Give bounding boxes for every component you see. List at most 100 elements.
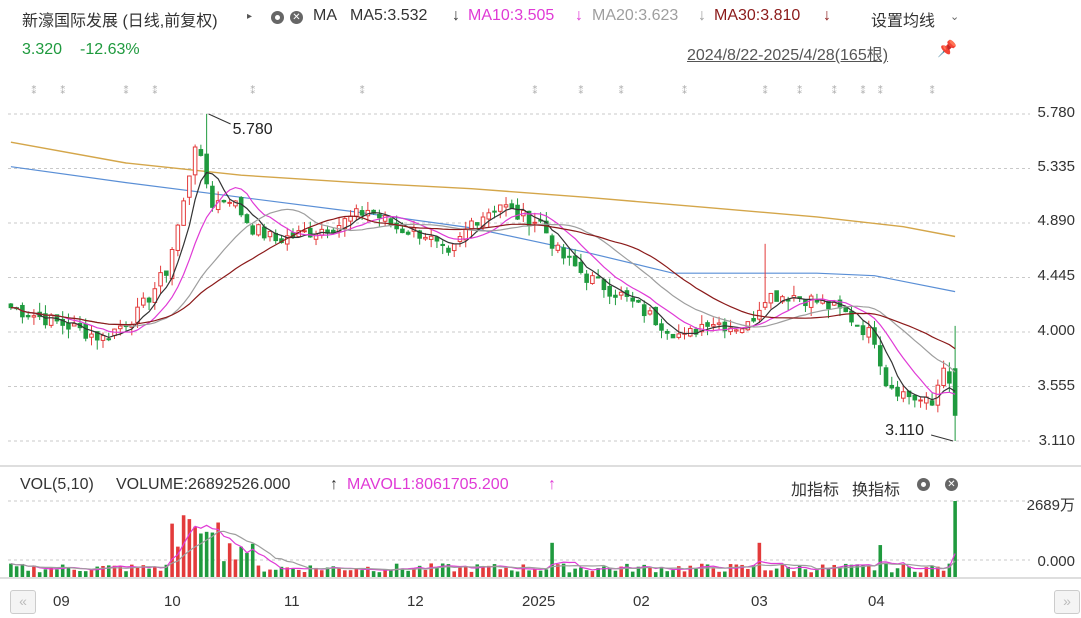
- date-range[interactable]: 2024/8/22-2025/4/28(165根): [687, 47, 889, 64]
- title-dropdown-icon[interactable]: ▸: [247, 11, 253, 22]
- volume-bar: [452, 571, 456, 577]
- add-indicator-button[interactable]: 加指标: [791, 482, 840, 499]
- volume-bar: [659, 566, 664, 577]
- volume-bar: [400, 568, 405, 577]
- volume-bar: [682, 571, 687, 577]
- volume-bar: [429, 563, 433, 577]
- candle-body: [359, 210, 365, 216]
- candle-body: [187, 175, 192, 198]
- ma5-value: MA5:3.532: [350, 7, 428, 24]
- volume-bar: [630, 571, 635, 577]
- candle-body: [549, 235, 555, 249]
- candle-body: [711, 324, 716, 327]
- candle-body: [175, 224, 181, 251]
- volume-bar: [106, 565, 111, 577]
- volume-bar: [538, 570, 543, 577]
- volume-bar: [492, 564, 497, 577]
- gear-icon[interactable]: [271, 11, 284, 24]
- switch-indicator-button[interactable]: 换指标: [852, 482, 901, 499]
- candle-body: [912, 394, 918, 401]
- candle-body: [382, 215, 388, 222]
- volume-bar: [291, 567, 295, 577]
- event-marker: ⁑: [60, 84, 65, 97]
- volume-bar: [780, 564, 785, 577]
- volume-bar: [164, 564, 169, 577]
- candle-body: [699, 323, 705, 333]
- volume-bar: [440, 563, 445, 577]
- volume-bar: [602, 566, 606, 577]
- gear-icon[interactable]: [917, 478, 930, 491]
- volume-bar: [435, 568, 439, 577]
- high-annotation-arrow: [208, 113, 231, 125]
- candle-body: [348, 215, 353, 222]
- volume-bar: [533, 569, 537, 577]
- ma30-arrow-icon: ↓: [823, 7, 831, 24]
- volume-bar: [918, 572, 923, 577]
- close-icon[interactable]: ✕: [945, 478, 958, 491]
- volume-bar: [866, 565, 871, 577]
- candle-body: [474, 222, 480, 226]
- volume-bar: [262, 571, 266, 577]
- candle-body: [866, 327, 872, 338]
- volume-bar: [734, 564, 739, 577]
- event-marker: ⁑: [861, 84, 866, 97]
- candle-body: [613, 294, 618, 298]
- candle-body: [664, 330, 670, 334]
- volume-bar: [285, 567, 290, 577]
- volume-bar: [43, 569, 48, 577]
- volume-bar: [458, 565, 462, 577]
- volume-bar: [481, 566, 485, 577]
- scroll-right-button[interactable]: »: [1054, 590, 1080, 614]
- candle-body: [578, 261, 584, 273]
- candle-body: [469, 220, 474, 230]
- low-annotation-arrow: [930, 434, 954, 442]
- volume-bar: [849, 564, 854, 577]
- scroll-left-button[interactable]: «: [10, 590, 36, 614]
- volume-bar: [135, 567, 140, 577]
- volume-bar: [561, 563, 566, 577]
- chevron-down-icon[interactable]: ⌄: [950, 11, 960, 23]
- candle-body: [739, 328, 745, 333]
- ma-settings-button[interactable]: 设置均线: [871, 13, 936, 30]
- candle-body: [607, 285, 612, 297]
- volume-bar: [763, 570, 767, 577]
- volume-bar: [861, 565, 865, 577]
- candle-body: [71, 323, 77, 327]
- volume-bar: [590, 571, 595, 577]
- pin-icon[interactable]: 📌: [937, 41, 957, 58]
- volume-bar: [613, 570, 618, 577]
- ma30-value: MA30:3.810: [714, 7, 801, 24]
- price-tick: 5.335: [1037, 158, 1075, 175]
- volume-bar: [648, 566, 652, 577]
- close-icon[interactable]: ✕: [290, 11, 303, 24]
- volume-bar: [343, 570, 347, 577]
- volume-bar: [901, 563, 906, 577]
- volume-bar: [233, 559, 238, 577]
- candle-body: [860, 325, 866, 336]
- candle-body: [532, 221, 538, 224]
- volume-bar: [147, 568, 151, 577]
- candle-body: [509, 203, 515, 209]
- volume-bar: [717, 571, 721, 577]
- volume-bar: [383, 570, 387, 577]
- volume-bar: [653, 572, 658, 577]
- volume-bar: [723, 571, 727, 577]
- volume-bar: [700, 563, 704, 577]
- candle-body: [941, 367, 946, 387]
- volume-bar: [515, 571, 520, 577]
- volume-bar: [947, 563, 952, 577]
- volume-bar: [544, 569, 549, 577]
- volume-bar: [843, 563, 848, 577]
- candle-body: [377, 214, 382, 219]
- price-change: -12.63%: [80, 41, 140, 58]
- candle-body: [60, 318, 65, 326]
- event-marker: ⁑: [31, 84, 36, 97]
- candle-body: [757, 309, 762, 320]
- candle-body: [785, 299, 791, 302]
- volume-bar: [596, 568, 600, 577]
- volume-bar: [239, 546, 243, 577]
- candle-body: [446, 247, 451, 253]
- volume-bar: [308, 565, 313, 577]
- volume-bar: [838, 567, 842, 577]
